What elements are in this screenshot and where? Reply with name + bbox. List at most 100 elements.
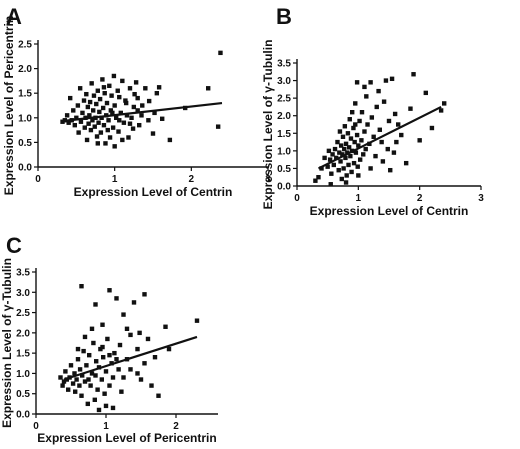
data-point [127,121,133,126]
data-point [135,371,140,376]
data-point [337,129,343,134]
panel-letter: A [6,4,22,29]
regression-line [63,335,198,381]
data-point [327,157,333,162]
data-point [107,352,112,358]
x-tick-label: 0 [35,174,41,185]
data-point [322,155,327,161]
y-tick-label: 2.0 [277,111,291,122]
data-point [399,132,404,138]
data-point [80,373,85,378]
data-point [133,80,139,85]
data-point [394,139,399,145]
data-point [123,100,129,106]
data-point [100,105,106,111]
y-tick-label: 0.0 [18,163,32,174]
data-point [140,103,145,108]
data-point [66,120,71,125]
data-point [131,104,137,110]
data-point [350,110,355,115]
data-point [109,93,114,98]
data-point [343,180,349,185]
data-point [334,155,339,161]
regression-line [317,105,442,170]
data-point [340,134,346,139]
data-point [325,164,330,169]
data-point [123,98,128,103]
y-tick-label: 0.5 [16,389,30,400]
data-point [403,160,409,166]
data-point [114,357,119,362]
data-point [84,91,89,97]
data-point [408,106,413,111]
data-point [345,131,351,136]
data-point [94,134,100,139]
data-point [87,113,92,118]
data-point [93,373,98,378]
data-point [341,166,346,171]
data-point [108,108,114,113]
x-tick-label: 2 [173,421,179,432]
data-point [92,124,97,129]
x-tick-label: 0 [33,421,39,432]
data-point [343,155,348,161]
data-point [152,110,157,116]
data-point [81,348,86,354]
data-point [106,118,111,123]
data-point [359,138,364,143]
data-point [97,96,103,102]
data-point [132,91,137,97]
data-point [146,98,152,104]
data-point [423,90,428,96]
x-tick-label: 1 [356,193,362,204]
data-point [313,178,318,183]
data-point [351,125,356,131]
data-point [95,88,100,93]
data-point [78,119,84,124]
data-point [112,350,117,356]
data-point [84,363,89,368]
y-axis-title: Expression Level of γ-Tubulin [261,40,275,210]
data-point [362,129,367,134]
x-axis-title: Expression Level of Centrin [310,204,469,218]
data-point [194,318,200,323]
data-point [103,369,109,374]
y-tick-label: 2.0 [16,328,30,339]
x-tick-label: 2 [417,193,423,204]
data-point [85,401,90,407]
data-point [86,121,91,126]
data-point [120,137,125,143]
data-point [348,136,354,141]
panel-b: B0 1 2 30.00.51.01.52.02.53.03.5Expression … [261,4,484,218]
data-point [102,391,107,396]
data-point [138,377,144,382]
data-point [80,110,85,116]
data-point [357,157,363,162]
data-point [99,115,104,120]
data-point [369,115,375,120]
data-point [362,84,367,90]
data-point [92,397,97,402]
data-point [74,115,79,120]
data-point [121,312,126,317]
data-point [101,355,106,360]
data-point [345,150,350,155]
data-point [139,113,144,118]
data-point [63,369,68,374]
y-tick-label: 2.5 [277,94,291,105]
y-tick-label: 0.5 [277,164,291,175]
data-point [91,108,96,113]
data-point [99,377,104,382]
data-point [95,387,100,392]
data-point [124,326,130,331]
data-point [105,127,110,133]
data-point [150,131,156,136]
data-point [74,377,79,382]
data-point [429,125,435,131]
y-tick-label: 3.0 [277,76,291,87]
data-point [121,375,126,380]
data-point [377,127,382,132]
data-point [354,132,360,138]
data-point [104,100,110,106]
